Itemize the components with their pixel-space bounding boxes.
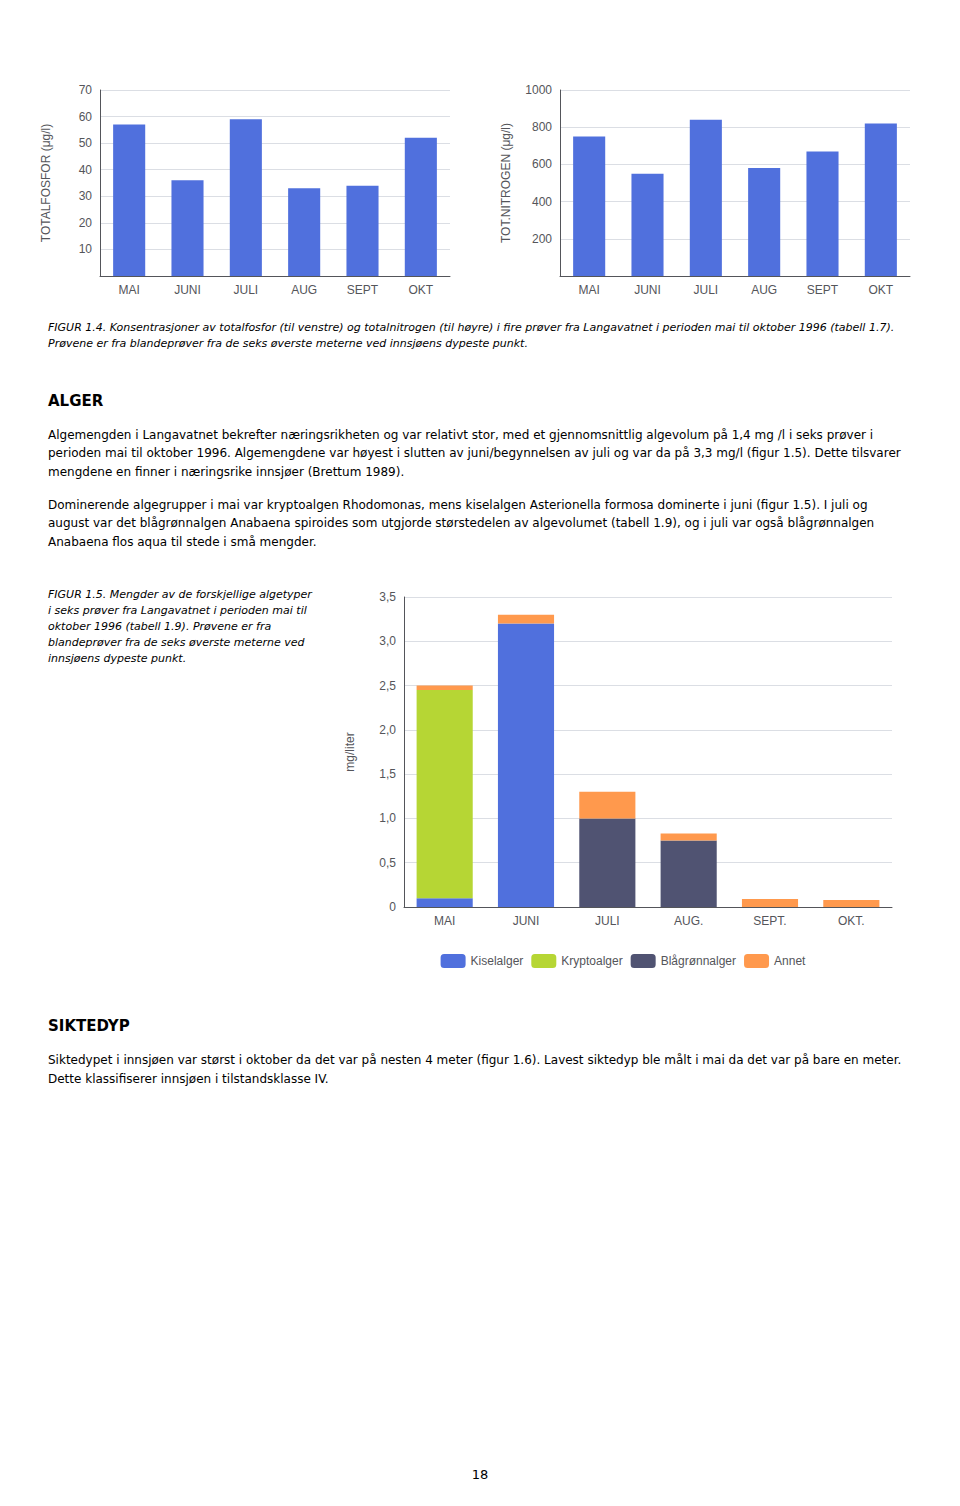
svg-text:Annet: Annet [774, 954, 806, 968]
html-text:FIGUR 1.5. Mengder av de forsk: FIGUR 1.5. Mengder av de forskjellige al… [48, 588, 312, 666]
svg-text:600: 600 [532, 157, 552, 171]
svg-text:mg/liter: mg/liter [343, 733, 357, 772]
svg-text:3,5: 3,5 [379, 590, 396, 604]
svg-text:40: 40 [79, 163, 93, 177]
svg-text:JULI: JULI [693, 283, 718, 297]
svg-text:2,0: 2,0 [379, 723, 396, 737]
svg-text:Blågrønnalger: Blågrønnalger [661, 954, 736, 968]
svg-text:30: 30 [79, 189, 93, 203]
html-text:ALGER: ALGER [48, 391, 104, 410]
svg-text:JULI: JULI [595, 914, 620, 928]
html-text:Algemengden i Langavatnet bekr: Algemengden i Langavatnet bekrefter næri… [48, 427, 901, 480]
svg-text:SEPT: SEPT [807, 283, 839, 297]
svg-text:JUNI: JUNI [174, 283, 201, 297]
svg-text:TOTALFOSFOR (μg/l): TOTALFOSFOR (μg/l) [39, 124, 53, 242]
svg-text:MAI: MAI [578, 283, 599, 297]
svg-text:TOT.NITROGEN (μg/l): TOT.NITROGEN (μg/l) [499, 123, 513, 243]
svg-text:JULI: JULI [233, 283, 258, 297]
svg-text:1000: 1000 [525, 83, 552, 97]
svg-text:SEPT: SEPT [347, 283, 379, 297]
svg-text:50: 50 [79, 136, 93, 150]
svg-text:400: 400 [532, 195, 552, 209]
svg-text:0: 0 [389, 900, 396, 914]
html-text:SIKTEDYP: SIKTEDYP [48, 1017, 130, 1036]
svg-text:MAI: MAI [434, 914, 455, 928]
svg-text:200: 200 [532, 232, 552, 246]
svg-text:0,5: 0,5 [379, 856, 396, 870]
html-text:FIGUR 1.4. Konsentrasjoner av: FIGUR 1.4. Konsentrasjoner av totalfosfo… [48, 321, 895, 350]
svg-text:1,5: 1,5 [379, 768, 396, 782]
svg-text:800: 800 [532, 120, 552, 134]
svg-text:3,0: 3,0 [379, 635, 396, 649]
svg-text:JUNI: JUNI [513, 914, 540, 928]
svg-text:Kiselalger: Kiselalger [471, 954, 524, 968]
svg-text:20: 20 [79, 216, 93, 230]
svg-text:OKT: OKT [868, 283, 893, 297]
svg-text:MAI: MAI [118, 283, 139, 297]
svg-text:60: 60 [79, 110, 93, 124]
svg-text:JUNI: JUNI [634, 283, 661, 297]
svg-text:AUG: AUG [751, 283, 777, 297]
svg-text:1,0: 1,0 [379, 812, 396, 826]
svg-text:OKT.: OKT. [838, 914, 865, 928]
svg-text:10: 10 [79, 242, 93, 256]
svg-text:2,5: 2,5 [379, 679, 396, 693]
html-text:Dominerende algegrupper i mai: Dominerende algegrupper i mai var krypto… [48, 497, 875, 549]
html-text:18: 18 [471, 1467, 489, 1482]
svg-text:SEPT.: SEPT. [753, 914, 786, 928]
svg-text:Kryptoalger: Kryptoalger [561, 954, 622, 968]
svg-text:70: 70 [79, 83, 93, 97]
svg-text:OKT: OKT [408, 283, 433, 297]
svg-text:AUG: AUG [291, 283, 317, 297]
svg-text:AUG.: AUG. [674, 914, 703, 928]
html-text:Siktedypet i innsjøen var stør: Siktedypet i innsjøen var størst i oktob… [48, 1053, 902, 1086]
